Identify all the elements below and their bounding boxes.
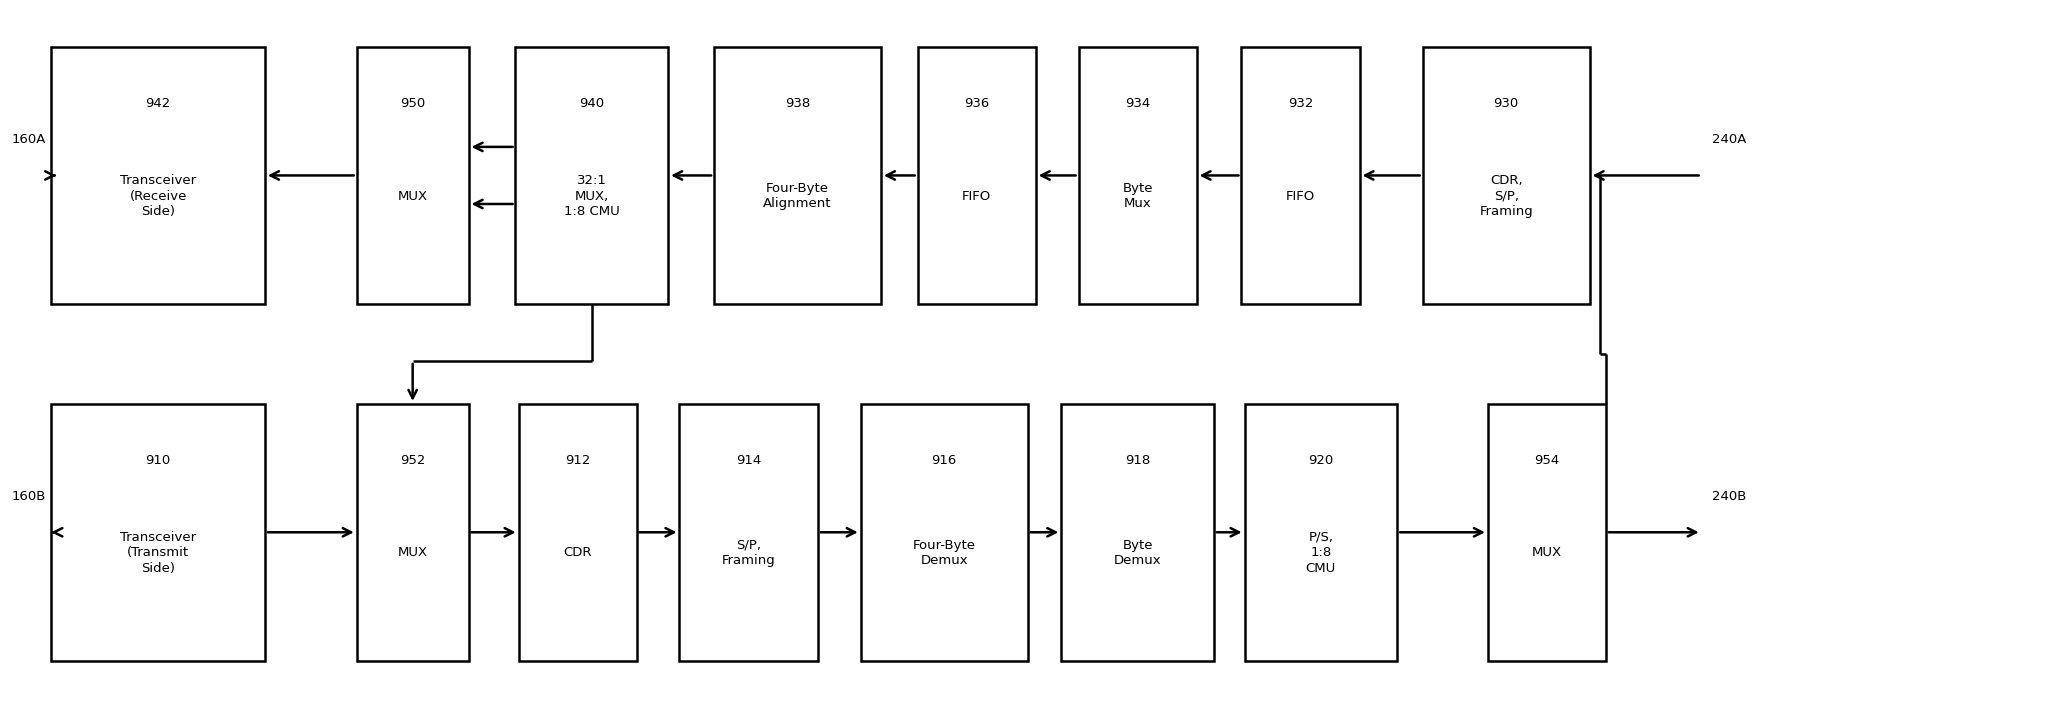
Text: 910: 910	[146, 454, 170, 467]
Bar	[51, 404, 265, 661]
Bar	[51, 47, 265, 304]
Bar	[679, 404, 819, 661]
Text: 32:1
MUX,
1:8 CMU: 32:1 MUX, 1:8 CMU	[564, 174, 620, 218]
Text: 932: 932	[1289, 97, 1313, 110]
Bar	[1422, 47, 1590, 304]
Bar	[1244, 404, 1397, 661]
Text: 938: 938	[786, 97, 811, 110]
Text: Transceiver
(Receive
Side): Transceiver (Receive Side)	[121, 174, 197, 218]
Text: 240B: 240B	[1711, 490, 1746, 503]
Text: Byte
Mux: Byte Mux	[1122, 182, 1153, 210]
Text: FIFO: FIFO	[1287, 189, 1315, 202]
Text: MUX: MUX	[398, 189, 427, 202]
Text: 914: 914	[737, 454, 761, 467]
Bar	[917, 47, 1036, 304]
Text: 912: 912	[564, 454, 591, 467]
Text: 942: 942	[146, 97, 170, 110]
Bar	[515, 47, 669, 304]
Bar	[1488, 404, 1607, 661]
Text: Byte
Demux: Byte Demux	[1114, 539, 1161, 567]
Bar	[1061, 404, 1215, 661]
Text: 918: 918	[1124, 454, 1151, 467]
Bar	[1079, 47, 1196, 304]
Text: MUX: MUX	[1533, 547, 1562, 560]
Text: 160B: 160B	[12, 490, 45, 503]
Bar	[1241, 47, 1360, 304]
Text: 940: 940	[579, 97, 605, 110]
Text: Four-Byte
Alignment: Four-Byte Alignment	[763, 182, 831, 210]
Bar	[860, 404, 1028, 661]
Text: 936: 936	[964, 97, 989, 110]
Text: Four-Byte
Demux: Four-Byte Demux	[913, 539, 975, 567]
Text: 930: 930	[1494, 97, 1518, 110]
Text: CDR: CDR	[564, 547, 591, 560]
Text: 240A: 240A	[1711, 134, 1746, 147]
Text: CDR,
S/P,
Framing: CDR, S/P, Framing	[1479, 174, 1533, 218]
Text: 954: 954	[1535, 454, 1560, 467]
Text: S/P,
Framing: S/P, Framing	[722, 539, 776, 567]
Text: 952: 952	[400, 454, 425, 467]
Bar	[519, 404, 636, 661]
Bar	[714, 47, 880, 304]
Text: MUX: MUX	[398, 547, 427, 560]
Text: 950: 950	[400, 97, 425, 110]
Text: 934: 934	[1124, 97, 1151, 110]
Text: P/S,
1:8
CMU: P/S, 1:8 CMU	[1305, 531, 1336, 575]
Bar	[357, 47, 468, 304]
Bar	[357, 404, 468, 661]
Text: Transceiver
(Transmit
Side): Transceiver (Transmit Side)	[121, 531, 197, 575]
Text: 920: 920	[1309, 454, 1334, 467]
Text: 160A: 160A	[12, 134, 45, 147]
Text: 916: 916	[932, 454, 956, 467]
Text: FIFO: FIFO	[962, 189, 991, 202]
